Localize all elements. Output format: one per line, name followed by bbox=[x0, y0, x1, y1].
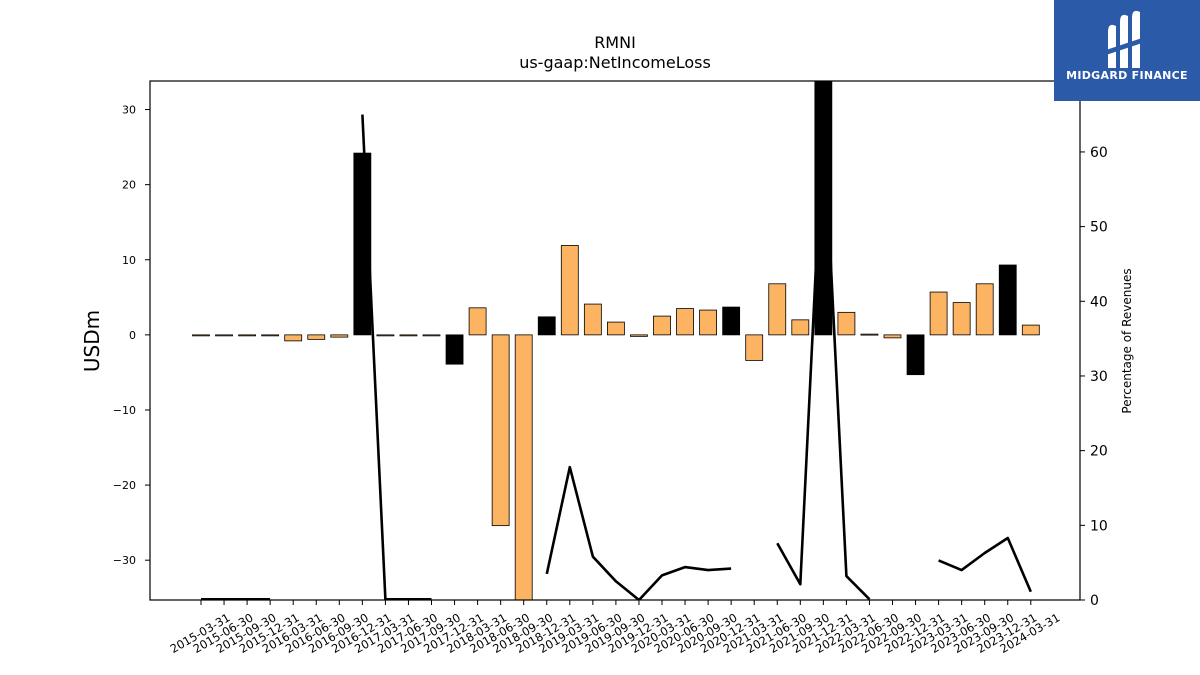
bar-2015-12-31 bbox=[261, 334, 280, 337]
y2-tick-label: 50 bbox=[1090, 220, 1108, 236]
y2-tick-label: 30 bbox=[1090, 369, 1108, 385]
y-tick-label: 0 bbox=[129, 329, 136, 342]
y-tick-label: 20 bbox=[122, 179, 136, 192]
chart-subtitle: us-gaap:NetIncomeLoss bbox=[519, 53, 711, 72]
y-tick-label: −10 bbox=[113, 404, 136, 417]
y2-tick-label: 40 bbox=[1090, 294, 1108, 310]
bar-2015-09-30 bbox=[238, 334, 257, 337]
bar-2024-03-31 bbox=[1021, 324, 1040, 336]
bar-2021-06-30 bbox=[768, 283, 787, 336]
line-layer bbox=[201, 113, 1032, 600]
bar-2023-09-30 bbox=[975, 283, 994, 336]
bar-2021-03-31 bbox=[745, 334, 764, 361]
y2-axis-label: Percentage of Revenues bbox=[1120, 268, 1134, 413]
y2-tick-label: 60 bbox=[1090, 145, 1108, 161]
bar-2023-06-30 bbox=[952, 302, 971, 336]
y-tick-label: −30 bbox=[113, 554, 136, 567]
bar-2017-12-31 bbox=[445, 334, 464, 365]
y2-tick-label: 20 bbox=[1090, 444, 1108, 460]
axes-layer: −30−20−10010203001020304050602015-03-312… bbox=[113, 80, 1108, 656]
bar-2016-09-30 bbox=[330, 334, 349, 338]
bar-2017-06-30 bbox=[399, 334, 418, 337]
bar-2019-09-30 bbox=[607, 321, 625, 336]
bar-2019-03-31 bbox=[560, 245, 579, 336]
y-axis-label: USDm bbox=[80, 310, 104, 372]
brand-logo: MIDGARD FINANCE bbox=[1054, 0, 1200, 101]
bar-2015-06-30 bbox=[215, 334, 233, 337]
pct-revenue-line bbox=[201, 113, 1032, 600]
bar-2023-03-31 bbox=[929, 291, 948, 336]
bar-2018-12-31 bbox=[537, 316, 556, 336]
brand-name: MIDGARD FINANCE bbox=[1066, 69, 1188, 82]
y-tick-label: 30 bbox=[122, 104, 136, 117]
bar-2016-06-30 bbox=[307, 334, 326, 340]
y2-tick-label: 0 bbox=[1090, 593, 1099, 609]
bar-2022-12-31 bbox=[906, 334, 925, 376]
bar-2023-12-31 bbox=[998, 264, 1017, 336]
bar-2015-03-31 bbox=[192, 334, 210, 337]
midgard-logo-icon bbox=[1106, 10, 1148, 68]
bar-2020-03-31 bbox=[653, 315, 671, 336]
bar-2022-09-30 bbox=[883, 334, 902, 339]
y2-tick-label: 10 bbox=[1090, 518, 1108, 534]
y-tick-label: −20 bbox=[113, 479, 136, 492]
bar-2017-09-30 bbox=[422, 334, 441, 337]
plot-frame bbox=[149, 80, 1081, 601]
bar-2020-12-31 bbox=[722, 306, 741, 336]
bar-2022-06-30 bbox=[860, 333, 879, 336]
bars-layer bbox=[192, 80, 1040, 601]
chart-title: RMNI bbox=[594, 33, 636, 52]
bar-2017-03-31 bbox=[376, 334, 395, 337]
bar-2018-09-30 bbox=[514, 334, 533, 601]
bar-2020-06-30 bbox=[676, 308, 694, 336]
bar-2018-06-30 bbox=[491, 334, 510, 527]
bar-2016-03-31 bbox=[284, 334, 303, 342]
bar-2021-09-30 bbox=[791, 319, 810, 336]
bar-2019-06-30 bbox=[583, 303, 602, 336]
bar-2020-09-30 bbox=[699, 309, 717, 336]
bar-2018-03-31 bbox=[468, 307, 487, 336]
bar-2022-03-31 bbox=[837, 311, 856, 336]
y-tick-label: 10 bbox=[122, 254, 136, 267]
bar-2019-12-31 bbox=[630, 334, 648, 337]
